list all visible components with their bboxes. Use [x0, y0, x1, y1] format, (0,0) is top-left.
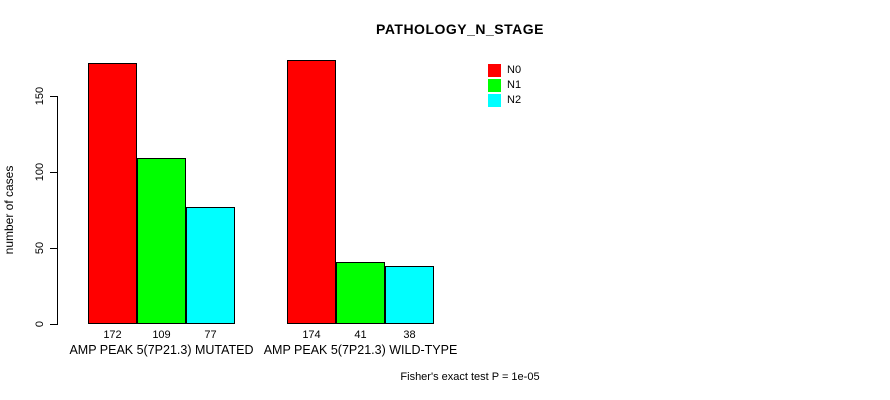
bar-value-label: 41	[354, 329, 367, 341]
bar-n0-group1	[88, 63, 137, 324]
legend-swatch-n2	[488, 94, 501, 107]
y-tick-mark	[50, 96, 57, 97]
y-tick-label: 50	[34, 241, 46, 255]
y-tick-mark	[50, 324, 57, 325]
y-axis-label: number of cases	[2, 165, 16, 255]
bar-value-label: 109	[152, 329, 171, 341]
bar-value-label: 172	[103, 329, 122, 341]
y-tick-mark	[50, 248, 57, 249]
category-label: AMP PEAK 5(7P21.3) MUTATED	[69, 343, 254, 357]
y-tick-label: 150	[34, 86, 46, 106]
bar-value-label: 77	[204, 329, 217, 341]
legend-label: N1	[507, 79, 522, 91]
bar-n1-group1	[137, 158, 186, 324]
legend-swatch-n1	[488, 79, 501, 92]
bar-value-label: 174	[302, 329, 321, 341]
y-tick-label: 0	[34, 320, 46, 328]
y-tick-label: 100	[34, 162, 46, 182]
category-label: AMP PEAK 5(7P21.3) WILD-TYPE	[263, 343, 458, 357]
bar-n2-group2	[385, 266, 434, 324]
bar-n2-group1	[186, 207, 235, 324]
legend-label: N0	[507, 64, 522, 76]
y-axis-line	[57, 96, 58, 325]
legend-swatch-n0	[488, 64, 501, 77]
legend-item: N2	[488, 93, 521, 108]
y-tick-mark	[50, 172, 57, 173]
legend-item: N1	[488, 78, 521, 93]
legend-label: N2	[507, 94, 522, 106]
bar-n0-group2	[287, 60, 336, 324]
legend: N0 N1 N2	[488, 63, 521, 108]
bar-value-label: 38	[403, 329, 416, 341]
legend-item: N0	[488, 63, 521, 78]
bar-n1-group2	[336, 262, 385, 324]
stat-test-note: Fisher's exact test P = 1e-05	[400, 371, 540, 383]
chart-title: PATHOLOGY_N_STAGE	[376, 21, 544, 37]
